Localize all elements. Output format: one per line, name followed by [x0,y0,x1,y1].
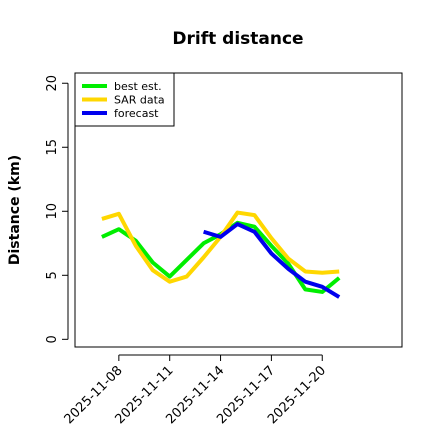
y-axis-label: Distance (km) [7,155,23,265]
y-tick-label: 20 [45,75,60,92]
plot-frame [74,72,403,348]
y-tick-label: 10 [45,203,60,220]
legend-label: SAR data [114,94,165,107]
y-tick-label: 5 [45,271,60,279]
series-line [101,210,340,284]
legend-label: best est. [114,80,162,93]
y-tick-label: 0 [45,335,60,343]
legend-label: forecast [114,107,159,120]
series-line [203,222,341,299]
y-tick-label: 15 [45,139,60,156]
chart-title: Drift distance [172,29,303,49]
